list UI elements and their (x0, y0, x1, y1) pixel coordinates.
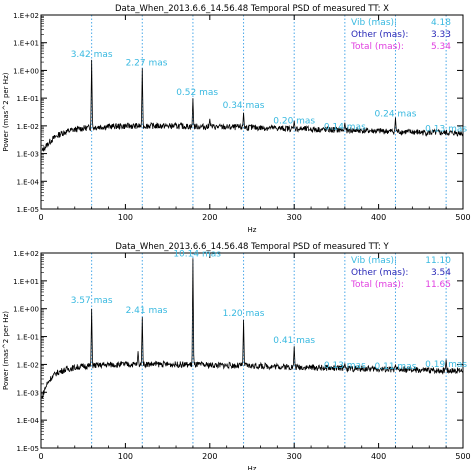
peak-annotation: 0.13 mas (324, 361, 366, 371)
legend-label: Other (mas): (351, 268, 408, 278)
x-tick-label: 100 (118, 213, 133, 222)
psd-series-line (41, 258, 464, 399)
x-axis-label: Hz (248, 465, 257, 470)
legend-value: 11.65 (425, 280, 451, 290)
chart-title: Data_When_2013.6.6_14.56.48 Temporal PSD… (115, 242, 389, 252)
x-tick-label: 300 (287, 213, 302, 222)
peak-annotation: 0.20 mas (273, 117, 315, 127)
y-tick-label: 1.E-01 (16, 334, 39, 342)
x-tick-label: 0 (38, 213, 43, 222)
legend-label: Other (mas): (351, 30, 408, 40)
x-axis-label: Hz (248, 226, 257, 234)
x-tick-label: 400 (371, 213, 386, 222)
peak-annotation: 2.41 mas (126, 306, 168, 316)
y-tick-label: 1.E-03 (16, 389, 39, 397)
x-tick-label: 100 (118, 452, 133, 461)
peak-annotation: 0.52 mas (176, 88, 218, 98)
psd-panel-y: Data_When_2013.6.6_14.56.48 Temporal PSD… (2, 242, 471, 470)
chart-title: Data_When_2013.6.6_14.56.48 Temporal PSD… (115, 4, 389, 14)
y-tick-label: 1.E-01 (16, 95, 39, 103)
peak-annotation: 0.24 mas (375, 109, 417, 119)
peak-annotation: 1.20 mas (223, 309, 265, 319)
legend-value: 4.18 (431, 18, 451, 28)
plot-frame (40, 252, 464, 449)
y-tick-label: 1.E-02 (16, 361, 39, 369)
y-tick-label: 1.E+02 (13, 250, 39, 258)
peak-annotation: 0.19 mas (425, 360, 467, 370)
y-tick-label: 1.E+01 (13, 278, 39, 286)
y-tick-label: 1.E-02 (16, 123, 39, 131)
peak-annotation: 0.14 mas (324, 122, 366, 132)
peak-annotation: 0.11 mas (375, 362, 417, 372)
y-axis-label: Power (mas^2 per Hz) (2, 311, 10, 390)
y-tick-label: 1.E+00 (13, 306, 39, 314)
peak-annotation: 0.13 mas (425, 125, 467, 135)
peak-annotation: 10.14 mas (173, 249, 221, 259)
legend-value: 11.10 (425, 256, 451, 266)
y-tick-label: 1.E-05 (16, 206, 39, 214)
y-tick-label: 1.E-05 (16, 445, 39, 453)
x-tick-label: 0 (38, 452, 43, 461)
x-tick-label: 400 (371, 452, 386, 461)
y-tick-label: 1.E-04 (16, 417, 39, 425)
y-tick-label: 1.E+01 (13, 40, 39, 48)
legend-label: Vib (mas): (351, 18, 397, 28)
legend-label: Total (mas): (350, 280, 404, 290)
legend-value: 3.33 (431, 30, 451, 40)
y-tick-label: 1.E-04 (16, 178, 39, 186)
psd-series-line (41, 59, 464, 152)
x-tick-label: 300 (287, 452, 302, 461)
y-axis-label: Power (mas^2 per Hz) (2, 72, 10, 151)
peak-annotation: 3.42 mas (71, 50, 113, 60)
peak-annotation: 0.41 mas (273, 336, 315, 346)
y-tick-label: 1.E+02 (13, 12, 39, 20)
y-tick-label: 1.E+00 (13, 67, 39, 75)
peak-annotation: 2.27 mas (126, 59, 168, 69)
peak-annotation: 0.34 mas (223, 101, 265, 111)
x-tick-label: 200 (202, 213, 217, 222)
legend-value: 3.54 (431, 268, 451, 278)
x-tick-label: 200 (202, 452, 217, 461)
y-tick-label: 1.E-03 (16, 151, 39, 159)
plot-frame (40, 14, 464, 210)
legend-label: Total (mas): (350, 42, 404, 52)
psd-panel-x: Data_When_2013.6.6_14.56.48 Temporal PSD… (2, 4, 471, 234)
peak-annotation: 3.57 mas (71, 296, 113, 306)
legend-label: Vib (mas): (351, 256, 397, 266)
x-tick-label: 500 (455, 452, 470, 461)
x-tick-label: 500 (455, 213, 470, 222)
legend-value: 5.34 (431, 42, 451, 52)
